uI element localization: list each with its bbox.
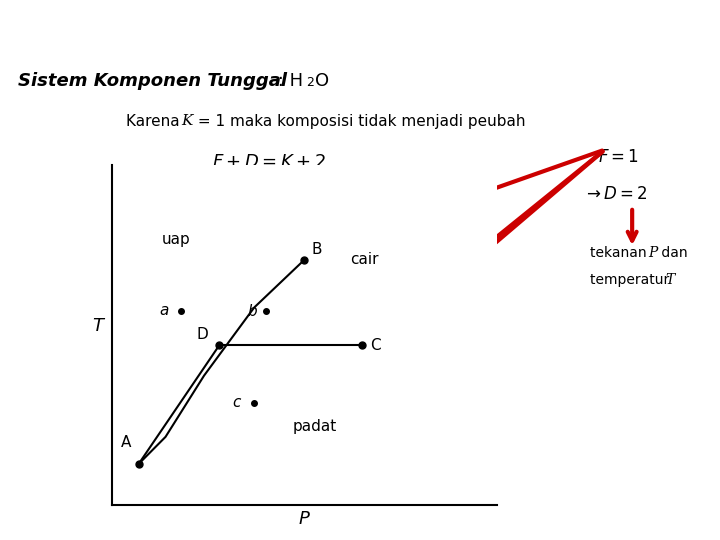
Text: P: P <box>648 246 657 260</box>
Text: A: A <box>120 435 131 450</box>
X-axis label: P: P <box>299 510 310 529</box>
Text: $\rightarrow D = 2$: $\rightarrow D = 2$ <box>583 185 648 203</box>
Text: T: T <box>665 273 675 287</box>
Text: Sistem Komponen Tunggal: Sistem Komponen Tunggal <box>18 72 287 90</box>
Text: Karena: Karena <box>126 114 184 129</box>
Text: : H: : H <box>272 72 303 90</box>
Text: padat: padat <box>292 419 337 434</box>
Text: K: K <box>181 114 193 128</box>
Text: $a$: $a$ <box>159 303 169 319</box>
Text: 2: 2 <box>306 76 314 89</box>
Text: $c$: $c$ <box>233 395 243 410</box>
Text: $F = 1$: $F = 1$ <box>598 148 639 166</box>
Text: D: D <box>196 327 208 342</box>
Text: $F + D = K + 2$: $F + D = K + 2$ <box>212 153 326 171</box>
Text: Diagram Keseimbangan,: Diagram Keseimbangan, <box>13 13 359 37</box>
Text: uap: uap <box>162 232 190 247</box>
Text: C: C <box>369 338 380 353</box>
Text: Sistem Komponen Tunggal: Sistem Komponen Tunggal <box>263 18 496 32</box>
Text: B: B <box>312 241 323 256</box>
Text: dan: dan <box>657 246 688 260</box>
Text: temperatur: temperatur <box>590 273 674 287</box>
Y-axis label: T: T <box>92 317 103 335</box>
Text: tekanan: tekanan <box>590 246 652 260</box>
Text: = 1 maka komposisi tidak menjadi peubah: = 1 maka komposisi tidak menjadi peubah <box>193 114 526 129</box>
Text: $b$: $b$ <box>247 303 258 319</box>
Text: cair: cair <box>351 253 379 267</box>
Text: O: O <box>315 72 330 90</box>
